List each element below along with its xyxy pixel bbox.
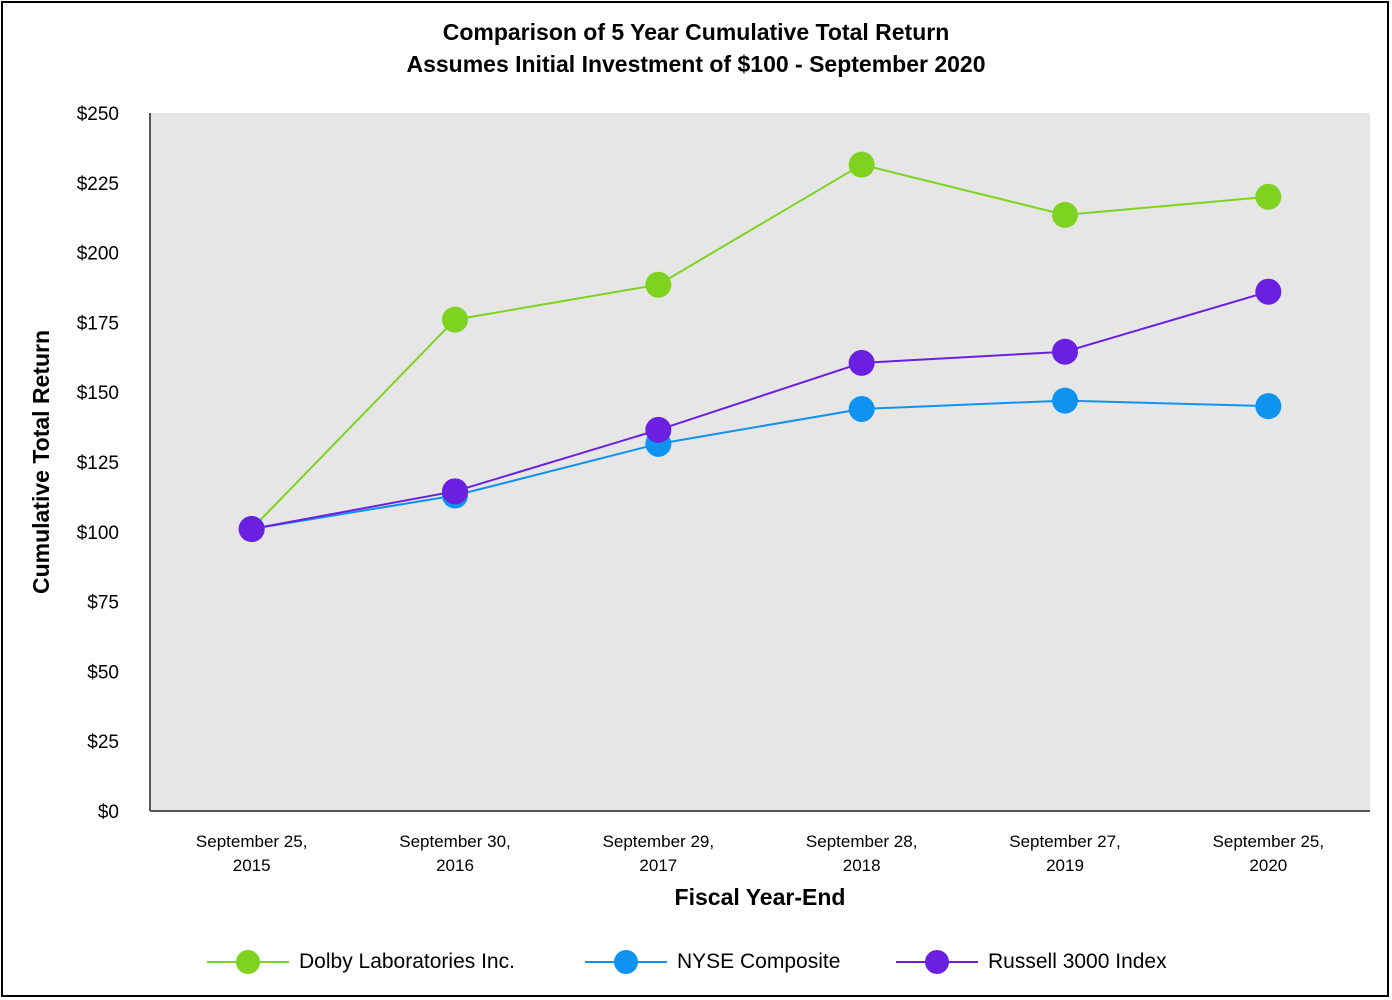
legend-marker [896,950,978,974]
data-point [645,416,672,443]
x-tick-label: September 25, 2020 [1213,832,1325,875]
y-tick-label: $25 [87,732,119,753]
x-tick-label: September 30, 2016 [399,832,511,875]
legend-item: Russell 3000 Index [896,940,1167,984]
x-axis-label: Fiscal Year-End [675,884,846,910]
data-point [1052,338,1078,365]
chart-title: Comparison of 5 Year Cumulative Total Re… [442,19,950,45]
y-axis-label: Cumulative Total Return [28,330,54,594]
data-point [1052,201,1078,228]
y-tick-label: $150 [77,383,119,404]
chart-subtitle: Assumes Initial Investment of $100 - Sep… [406,51,986,77]
y-tick-label: $175 [77,313,119,334]
x-axis-ticks: September 25, 2015 September 30, 2016 Septem… [196,832,1324,875]
data-point [442,478,468,505]
legend-marker [585,950,667,974]
legend-marker [207,950,289,974]
series-layer [238,151,1282,543]
x-tick-label: September 25, 2015 [196,832,308,875]
legend-label: NYSE Composite [677,950,841,973]
y-tick-label: $225 [77,174,119,195]
data-point [442,306,468,333]
series-2 [238,278,1282,543]
axes [149,113,1370,812]
y-tick-label: $50 [87,662,119,683]
line-chart: $0$25$50$75$100$125$150$175$200$225$250 … [28,104,1370,910]
legend-label: Russell 3000 Index [988,950,1167,973]
y-axis-ticks: $0 $25 $50 $75 $100 $125 $150 $175 $200 $225 $250 [77,104,119,823]
data-point [848,151,875,178]
data-point [238,516,265,543]
data-point [1255,278,1282,305]
legend-label: Dolby Laboratories Inc. [299,950,515,973]
y-tick-label: $200 [77,244,119,265]
series-line [251,399,1269,530]
data-point [1255,393,1282,420]
y-tick-label: $100 [77,523,119,544]
x-tick-label: September 27, 2019 [1009,832,1121,875]
x-tick-label: September 29, 2017 [603,832,715,875]
data-point [1052,387,1078,414]
data-point [1255,183,1282,210]
y-tick-label: $0 [98,802,119,823]
legend: Dolby Laboratories Inc. NYSE Composite Rus… [0,940,1392,984]
legend-item: Dolby Laboratories Inc. [207,940,515,984]
y-tick-label: $75 [87,593,119,614]
chart-title-block: Comparison of 5 Year Cumulative Total Re… [0,16,1392,80]
data-point [645,271,672,298]
data-point [848,395,875,422]
legend-item: NYSE Composite [585,940,840,984]
y-tick-label: $125 [77,453,119,474]
y-tick-label: $250 [77,104,119,125]
series-line [250,163,1269,530]
series-line [251,290,1269,530]
data-point [848,349,875,376]
plot-area [150,113,1370,811]
x-tick-label: September 28, 2018 [806,832,918,875]
